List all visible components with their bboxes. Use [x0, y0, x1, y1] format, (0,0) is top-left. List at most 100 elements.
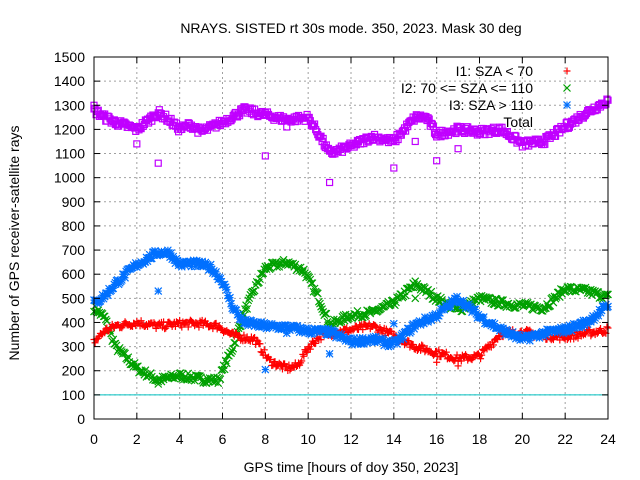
data-point-total: [392, 138, 400, 146]
data-point-total: [429, 122, 438, 131]
legend-glyph-i3: [563, 101, 571, 109]
legend-marker-i2: [563, 84, 571, 92]
y-tick-label: 100: [62, 387, 86, 403]
y-tick-label: 1000: [54, 170, 85, 186]
data-point-total: [397, 131, 405, 139]
y-tick-labels: 0 100 200 300 400 500 600 700 800 900 1000 1100 1200…: [54, 49, 85, 427]
data-point-i1: [359, 326, 367, 334]
data-point-i2: [594, 288, 603, 296]
x-tick-label: 0: [90, 431, 98, 447]
y-tick-label: 800: [62, 218, 86, 234]
legend-label-i3: I3: SZA > 110: [449, 97, 533, 113]
outlier-point-i2: [411, 294, 420, 303]
x-tick-label: 4: [176, 431, 184, 447]
series-total: [90, 95, 612, 187]
x-tick-label: 24: [600, 431, 616, 447]
x-tick-label: 10: [300, 431, 316, 447]
outlier-point-i2: [154, 380, 163, 388]
data-point-i1: [314, 334, 322, 342]
data-point-i2: [221, 356, 230, 365]
outlier-point-total: [111, 120, 120, 129]
legend-glyph-i2: [563, 84, 571, 92]
data-point-i2: [102, 317, 111, 326]
legend-marker-total: [563, 118, 571, 126]
data-point-i1: [292, 363, 300, 371]
data-point-i1: [271, 358, 279, 366]
data-point-i2: [314, 297, 323, 306]
legend-glyph-i1: [563, 67, 571, 75]
legend-marker-i3: [563, 101, 571, 109]
data-point-i1: [312, 339, 320, 347]
y-tick-label: 600: [62, 266, 86, 282]
outlier-point-i1: [433, 358, 441, 366]
y-tick-label: 200: [62, 363, 86, 379]
outlier-point-total: [411, 137, 419, 146]
y-tick-label: 900: [62, 194, 86, 210]
data-point-i1: [303, 348, 311, 356]
data-point-i2: [222, 359, 231, 368]
data-point-i1: [372, 322, 380, 330]
data-point-i2: [229, 344, 238, 353]
outlier-point-i3: [325, 349, 334, 358]
data-point-i1: [260, 346, 268, 354]
data-point-i1: [298, 357, 306, 365]
data-point-i1: [478, 351, 486, 359]
y-tick-label: 300: [62, 339, 86, 355]
data-point-i1: [477, 355, 485, 363]
data-point-i2: [603, 290, 611, 299]
data-point-i1: [195, 323, 203, 331]
data-point-total: [602, 100, 610, 108]
data-point-i1: [437, 353, 445, 361]
legend: I1: SZA < 70 I2: 70 <= SZA <= 110 I3: SZ…: [401, 63, 571, 130]
data-point-i3: [121, 273, 129, 282]
chart-title: NRAYS. SISTED rt 30s mode. 350, 2023. Ma…: [180, 20, 521, 36]
outlier-point-total: [454, 145, 462, 153]
y-tick-label: 1300: [54, 97, 85, 113]
data-point-i2: [401, 291, 410, 300]
data-point-i2: [322, 309, 331, 318]
data-point-i3: [226, 293, 234, 302]
x-tick-labels: 0 2 4 6 8 10 12 14 16 18 20 22 24: [90, 431, 616, 447]
data-point-i1: [162, 324, 170, 332]
data-point-i1: [91, 339, 99, 347]
data-point-i1: [457, 357, 465, 365]
data-point-i3: [399, 335, 408, 343]
data-point-i2: [298, 268, 307, 276]
data-point-i1: [152, 324, 160, 332]
legend-label-i2: I2: 70 <= SZA <= 110: [401, 80, 533, 96]
data-point-i2: [243, 305, 252, 313]
data-point-total: [170, 118, 178, 126]
data-point-i2: [248, 287, 257, 296]
outlier-point-i3: [261, 365, 270, 374]
data-point-i2: [305, 273, 314, 282]
x-tick-label: 16: [429, 431, 445, 447]
x-tick-label: 18: [472, 431, 488, 447]
legend-label-total: Total: [503, 114, 533, 130]
data-point-i1: [409, 341, 417, 349]
y-axis-label: Number of GPS receiver-satellite rays: [6, 126, 22, 361]
x-tick-label: 14: [386, 431, 402, 447]
data-point-i1: [418, 341, 426, 349]
data-point-i2: [216, 375, 225, 384]
data-point-i3: [227, 299, 235, 308]
data-point-i1: [306, 345, 314, 353]
data-point-i2: [244, 296, 253, 305]
data-point-i2: [593, 288, 602, 296]
data-point-i1: [462, 351, 470, 359]
x-tick-label: 8: [261, 431, 269, 447]
legend-marker-i1: [563, 67, 571, 75]
data-point-i1: [300, 352, 308, 360]
y-tick-label: 400: [62, 314, 86, 330]
data-point-total: [428, 120, 436, 128]
outlier-point-total: [433, 157, 441, 165]
data-point-i1: [317, 336, 325, 344]
ticks-layer: [93, 56, 609, 420]
x-tick-label: 12: [343, 431, 359, 447]
data-point-i2: [308, 279, 317, 288]
data-point-i3: [393, 340, 401, 349]
data-point-i2: [124, 353, 133, 362]
outlier-point-i3: [389, 319, 398, 328]
data-point-i1: [137, 317, 145, 325]
